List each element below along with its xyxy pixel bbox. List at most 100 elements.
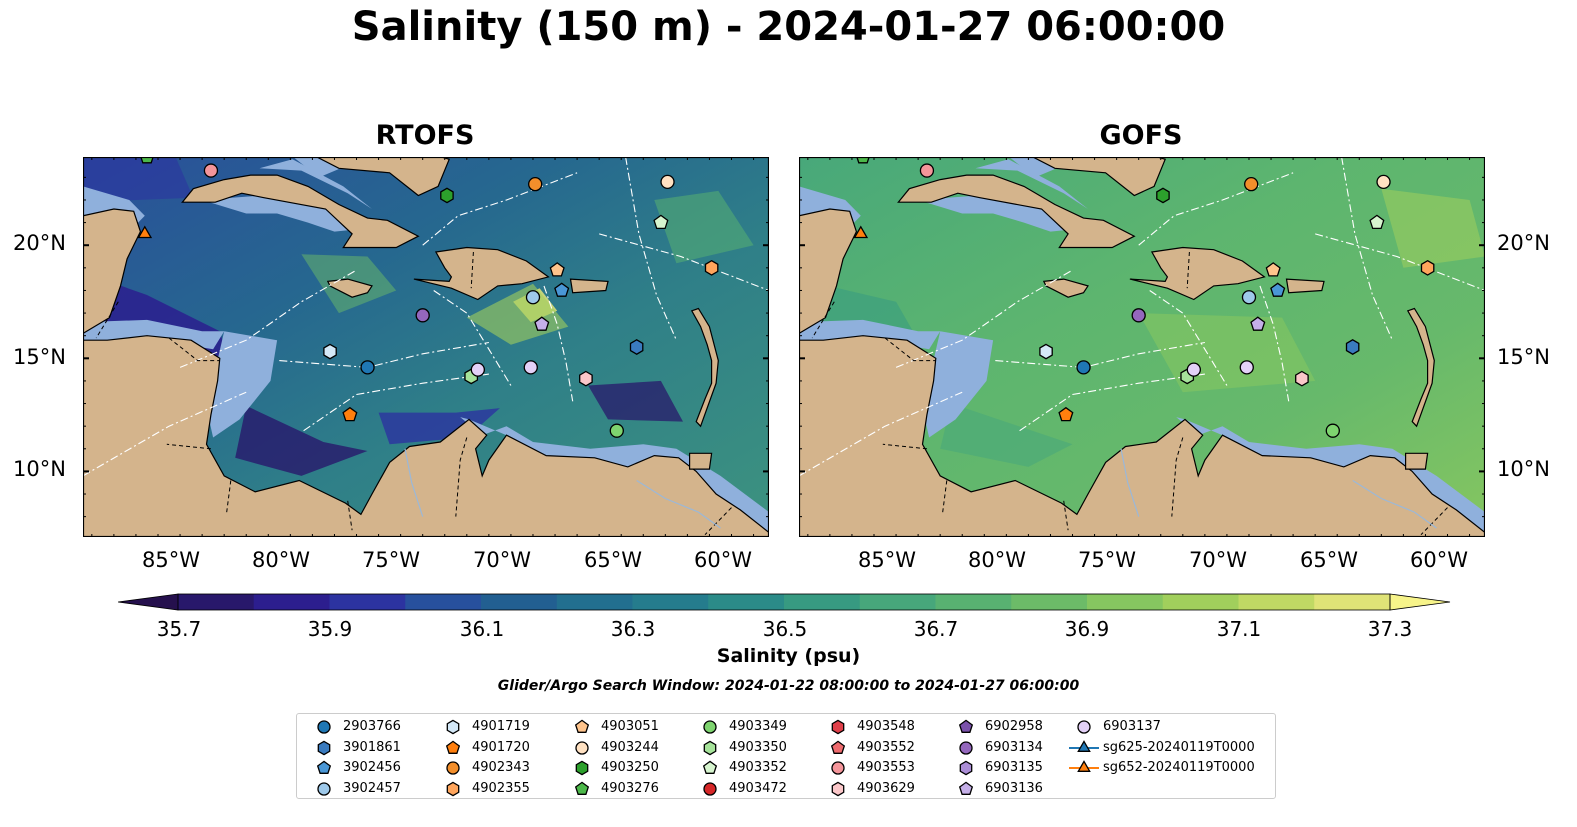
platform-3902456[interactable] bbox=[554, 282, 570, 297]
colorbar-segment bbox=[1314, 594, 1391, 610]
platform-6903137[interactable] bbox=[523, 360, 538, 375]
legend-marker bbox=[316, 760, 332, 774]
platform-6903136[interactable] bbox=[534, 316, 550, 331]
platform-4903553[interactable] bbox=[919, 163, 935, 178]
platform-6903137[interactable] bbox=[1239, 360, 1254, 375]
platform-4902355[interactable] bbox=[704, 259, 719, 276]
legend-marker bbox=[830, 740, 846, 754]
river bbox=[1352, 479, 1437, 529]
platform-4903276[interactable] bbox=[856, 157, 870, 164]
platform-6903137[interactable] bbox=[470, 362, 485, 377]
shelf-venezuela bbox=[460, 417, 769, 533]
legend-marker-hexagon[interactable] bbox=[317, 740, 331, 755]
platform-4901720[interactable] bbox=[1058, 406, 1074, 422]
platform-4902343[interactable] bbox=[528, 176, 543, 192]
platform-6903134[interactable] bbox=[1131, 308, 1146, 323]
platform-4903250[interactable] bbox=[440, 187, 454, 204]
platform-6903134[interactable] bbox=[415, 308, 430, 323]
platform-4903250[interactable] bbox=[1156, 187, 1170, 204]
platform-2903766[interactable] bbox=[1076, 360, 1091, 375]
platform-2903766[interactable] bbox=[360, 360, 375, 375]
legend-marker bbox=[702, 760, 718, 774]
legend-marker-hexagon[interactable] bbox=[703, 740, 717, 755]
map-gofs[interactable] bbox=[799, 157, 1485, 537]
legend-label: 4902343 bbox=[472, 760, 530, 775]
legend-marker-hexagon[interactable] bbox=[575, 760, 589, 776]
legend-marker-hexagon[interactable] bbox=[831, 781, 845, 796]
legend-marker-hexagon[interactable] bbox=[959, 760, 973, 776]
legend-marker bbox=[1077, 720, 1091, 734]
platform-3902456[interactable] bbox=[1270, 282, 1286, 297]
legend-marker-circle[interactable] bbox=[446, 761, 460, 775]
platform-4901719[interactable] bbox=[323, 343, 337, 360]
legend-label: 4903472 bbox=[729, 780, 787, 796]
platform-3901861[interactable] bbox=[1345, 339, 1360, 355]
platform-4903276[interactable] bbox=[140, 157, 154, 164]
legend-marker-triangle[interactable] bbox=[1077, 760, 1091, 772]
legend-marker-pentagon[interactable] bbox=[958, 719, 974, 733]
legend-marker-circle[interactable] bbox=[575, 740, 589, 755]
legend-marker-circle[interactable] bbox=[831, 761, 845, 775]
legend-marker-hexagon[interactable] bbox=[446, 719, 460, 735]
country-border bbox=[470, 251, 474, 289]
legend-label: 4903552 bbox=[857, 739, 915, 755]
legend-marker bbox=[703, 781, 717, 796]
legend-marker bbox=[317, 781, 331, 796]
colorbar-extend-min bbox=[118, 593, 179, 611]
country-border bbox=[1420, 507, 1448, 536]
platform-sg652-20240119T0000[interactable] bbox=[853, 225, 869, 239]
legend-marker bbox=[831, 761, 845, 775]
legend-marker-pentagon[interactable] bbox=[574, 781, 590, 795]
legend-marker-circle[interactable] bbox=[317, 781, 331, 796]
colorbar-segment bbox=[253, 594, 330, 610]
legend-marker-pentagon[interactable] bbox=[958, 781, 974, 795]
platform-4903244[interactable] bbox=[660, 174, 675, 190]
legend-marker-pentagon[interactable] bbox=[445, 740, 461, 754]
legend-marker-pentagon[interactable] bbox=[702, 760, 718, 774]
colorbar-frame bbox=[177, 593, 1391, 611]
platform-sg652-20240119T0000[interactable] bbox=[137, 225, 153, 239]
platform-3902457[interactable] bbox=[1241, 290, 1257, 305]
legend-marker-pentagon[interactable] bbox=[574, 719, 590, 733]
colorbar-tick-label: 35.9 bbox=[307, 617, 353, 641]
land-lesser bbox=[1406, 307, 1435, 428]
legend-label: 4903553 bbox=[857, 760, 915, 775]
legend-marker-circle[interactable] bbox=[317, 720, 331, 734]
platform-4901719[interactable] bbox=[1039, 343, 1053, 360]
legend-marker-circle[interactable] bbox=[1077, 720, 1091, 734]
map-rtofs[interactable] bbox=[83, 157, 769, 537]
colorbar-segment bbox=[329, 594, 406, 610]
colorbar-segment bbox=[859, 594, 936, 610]
platform-4902355[interactable] bbox=[1420, 259, 1435, 276]
platform-4903553[interactable] bbox=[203, 163, 219, 178]
legend-marker-triangle[interactable] bbox=[1077, 739, 1091, 752]
legend-marker-pentagon[interactable] bbox=[830, 740, 846, 754]
panel-title-gofs: GOFS bbox=[1099, 120, 1183, 151]
legend-marker-circle[interactable] bbox=[703, 781, 717, 796]
platform-4903629[interactable] bbox=[1295, 370, 1309, 387]
platform-4903051[interactable] bbox=[1265, 262, 1281, 277]
legend-marker-pentagon[interactable] bbox=[316, 760, 332, 774]
lat-tick-label: 15°N bbox=[13, 345, 66, 369]
platform-4903244[interactable] bbox=[1376, 174, 1391, 190]
eez-boundary bbox=[895, 269, 1073, 368]
platform-4903352[interactable] bbox=[1369, 214, 1385, 230]
platform-4901720[interactable] bbox=[342, 406, 358, 422]
platform-4903051[interactable] bbox=[549, 262, 565, 277]
platform-3902457[interactable] bbox=[525, 290, 541, 305]
platform-6903137[interactable] bbox=[1186, 362, 1201, 377]
platform-4903352[interactable] bbox=[653, 214, 669, 230]
legend-marker-circle[interactable] bbox=[959, 740, 973, 755]
legend-marker-hexagon[interactable] bbox=[446, 781, 460, 796]
legend-marker-circle[interactable] bbox=[703, 720, 717, 734]
platform-4903629[interactable] bbox=[579, 370, 593, 387]
platform-6903136[interactable] bbox=[1250, 316, 1266, 331]
platform-4903349[interactable] bbox=[609, 423, 624, 438]
platform-4903349[interactable] bbox=[1325, 423, 1340, 438]
platform-4902343[interactable] bbox=[1244, 176, 1259, 192]
eez-boundary bbox=[303, 373, 489, 432]
panel-title-rtofs: RTOFS bbox=[375, 120, 475, 151]
platform-3901861[interactable] bbox=[629, 339, 644, 355]
colorbar-segment bbox=[556, 594, 633, 610]
legend-marker-hexagon[interactable] bbox=[831, 719, 845, 735]
